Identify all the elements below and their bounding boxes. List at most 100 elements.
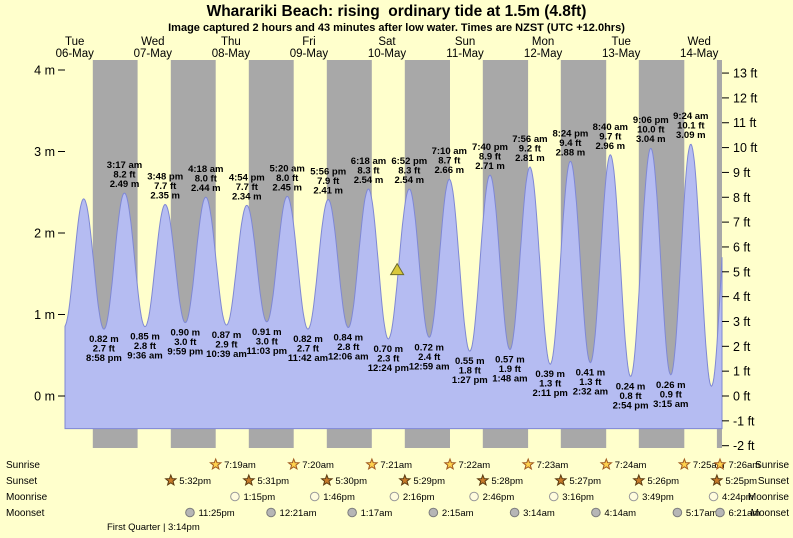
tide-label-line: 2.88 m: [556, 147, 586, 158]
tide-label-line: 0.72 m: [414, 342, 444, 353]
tide-label-line: 9.4 ft: [559, 138, 582, 149]
high-tide-label: 7:56 am9.2 ft2.81 m: [512, 134, 547, 164]
moonrise-time: 2:46pm: [483, 492, 515, 503]
tide-label-line: 5:56 pm: [310, 167, 346, 178]
right-axis-label: 0 ft: [733, 390, 751, 404]
day-label-date: 08-May: [212, 48, 251, 60]
right-axis-label: 10 ft: [733, 141, 758, 155]
tide-label-line: 9:24 am: [673, 111, 708, 122]
tide-label-line: 0.90 m: [171, 328, 201, 339]
tide-label-line: 8:58 pm: [86, 353, 122, 364]
moonset-icon: [266, 507, 276, 518]
tide-label-line: 2.96 m: [596, 141, 626, 152]
high-tide-label: 5:56 pm7.9 ft2.41 m: [310, 167, 346, 197]
right-axis-label: 6 ft: [733, 240, 751, 254]
sunrise-time: 7:20am: [302, 460, 334, 471]
sunrise-icon: [365, 457, 379, 471]
low-tide-label: 0.55 m1.8 ft1:27 pm: [452, 356, 488, 386]
sunrise-icon: [443, 457, 457, 471]
current-tide-marker: [389, 262, 405, 276]
day-label-date: 07-May: [134, 48, 173, 60]
moonrise-time: 4:24pm: [722, 492, 754, 503]
tide-label-line: 2.9 ft: [215, 340, 238, 351]
moonset-time: 4:14am: [604, 508, 636, 519]
tide-label-line: 8.7 ft: [438, 156, 461, 167]
moonset-time: 12:21am: [280, 508, 317, 519]
astro-row-label-left: Sunrise: [6, 460, 40, 471]
moonset-icon: [428, 507, 439, 518]
moonrise-time: 3:16pm: [562, 492, 594, 503]
tide-label-line: 9.7 ft: [599, 131, 622, 142]
tide-label-line: 12:24 pm: [368, 363, 409, 374]
sunrise-time: 7:24am: [615, 460, 647, 471]
day-label-name: Sun: [455, 36, 475, 48]
astro-row-label-left: Moonrise: [6, 492, 48, 503]
high-tide-label: 6:52 pm8.3 ft2.54 m: [391, 156, 427, 186]
sunrise-time: 7:22am: [458, 460, 490, 471]
day-label-date: 10-May: [368, 48, 407, 60]
right-axis-label: -1 ft: [733, 414, 755, 428]
astro-row-label-right: Sunset: [758, 476, 789, 487]
tide-label-line: 1.8 ft: [459, 366, 482, 377]
right-axis-label: -2 ft: [733, 439, 755, 453]
tide-label-line: 2.8 ft: [134, 341, 157, 352]
sunrise-time: 7:21am: [380, 460, 412, 471]
sunset-icon: [164, 473, 178, 487]
left-axis-label: 1 m: [34, 308, 55, 322]
moonset-icon: [185, 507, 195, 518]
high-tide-label: 3:17 am8.2 ft2.49 m: [107, 160, 142, 190]
astro-row-label-left: Moonset: [6, 508, 45, 519]
moonset-icon: [591, 507, 601, 518]
sunset-icon: [320, 473, 334, 487]
sunrise-icon: [521, 457, 535, 471]
left-axis-label: 3 m: [34, 145, 55, 159]
moonrise-icon: [628, 491, 639, 502]
tide-label-line: 2.54 m: [395, 175, 425, 186]
day-label-name: Sat: [378, 36, 396, 48]
tide-label-line: 10.0 ft: [637, 125, 665, 136]
tide-label-line: 2.35 m: [150, 191, 180, 202]
right-axis-label: 2 ft: [733, 340, 751, 354]
tide-label-line: 4:18 am: [188, 164, 223, 175]
day-label-name: Fri: [302, 36, 315, 48]
high-tide-label: 8:24 pm9.4 ft2.88 m: [552, 128, 588, 158]
day-label-name: Tue: [611, 36, 630, 48]
tide-label-line: 0.55 m: [455, 356, 485, 367]
tide-label-line: 3.0 ft: [256, 336, 279, 347]
low-tide-label: 0.57 m1.9 ft1:48 am: [492, 355, 527, 385]
low-tide-label: 0.41 m1.3 ft2:32 am: [573, 368, 608, 398]
sunrise-time: 7:25am: [693, 460, 725, 471]
chart-title: Wharariki Beach: rising ordinary tide at…: [206, 3, 587, 20]
tide-curve: [64, 143, 723, 430]
sunrise-icon: [677, 457, 691, 471]
high-tide-label: 3:48 pm7.7 ft2.35 m: [147, 172, 183, 202]
tide-label-line: 3:17 am: [107, 160, 142, 171]
tide-label-line: 2.66 m: [435, 165, 465, 176]
astro-row-label-right: Sunrise: [755, 460, 789, 471]
right-axis-label: 7 ft: [733, 216, 751, 230]
astro-row-label-left: Sunset: [6, 476, 37, 487]
tide-label-line: 2.4 ft: [418, 352, 441, 363]
tide-label-line: 2.7 ft: [93, 344, 116, 355]
tide-label-line: 2.71 m: [475, 161, 505, 172]
tide-label-line: 0.91 m: [252, 327, 282, 338]
tide-label-line: 2.3 ft: [377, 353, 400, 364]
right-axis-label: 13 ft: [733, 67, 758, 81]
tide-label-line: 6:52 pm: [391, 156, 427, 167]
right-axis-label: 4 ft: [733, 290, 751, 304]
moonset-time: 2:15am: [442, 508, 474, 519]
tide-label-line: 0.70 m: [374, 344, 404, 355]
moon-phase-note: First Quarter | 3:14pm: [107, 522, 200, 533]
right-axis-label: 9 ft: [733, 166, 751, 180]
tide-label-line: 8.9 ft: [479, 152, 502, 163]
low-tide-label: 0.39 m1.3 ft2:11 pm: [533, 369, 568, 399]
sunset-time: 5:28pm: [491, 476, 523, 487]
tide-label-line: 2:54 pm: [613, 400, 649, 411]
tide-label-line: 0.9 ft: [660, 389, 683, 400]
tide-label-line: 7.7 ft: [154, 181, 177, 192]
sunset-icon: [710, 473, 724, 487]
high-tide-label: 4:54 pm7.7 ft2.34 m: [229, 172, 265, 202]
